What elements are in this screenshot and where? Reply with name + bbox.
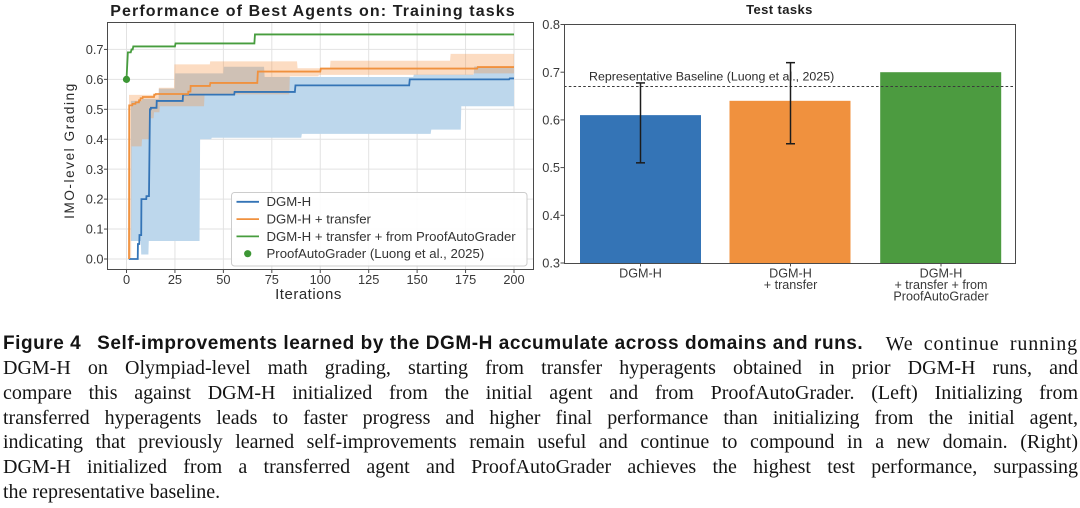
svg-text:0.2: 0.2 bbox=[86, 192, 104, 207]
svg-text:200: 200 bbox=[503, 272, 524, 287]
svg-text:DGM-H: DGM-H bbox=[267, 194, 312, 209]
svg-text:ProofAutoGrader: ProofAutoGrader bbox=[893, 290, 988, 304]
svg-text:Test tasks: Test tasks bbox=[746, 2, 813, 17]
svg-text:0.6: 0.6 bbox=[542, 113, 560, 128]
svg-text:0.1: 0.1 bbox=[86, 222, 104, 237]
svg-text:DGM-H + transfer: DGM-H + transfer bbox=[267, 212, 372, 227]
svg-text:125: 125 bbox=[358, 272, 379, 287]
svg-text:ProofAutoGrader (Luong et al.,: ProofAutoGrader (Luong et al., 2025) bbox=[267, 246, 485, 261]
svg-text:+ transfer: + transfer bbox=[764, 278, 818, 292]
svg-text:0.8: 0.8 bbox=[542, 17, 560, 32]
svg-text:0.4: 0.4 bbox=[542, 208, 560, 223]
svg-text:IMO-level Grading: IMO-level Grading bbox=[62, 82, 77, 219]
svg-text:0.0: 0.0 bbox=[86, 252, 104, 267]
svg-text:Performance of Best Agents on:: Performance of Best Agents on: Training … bbox=[110, 3, 515, 20]
svg-text:0.7: 0.7 bbox=[86, 42, 104, 57]
svg-text:0.4: 0.4 bbox=[86, 132, 104, 147]
svg-text:0.7: 0.7 bbox=[542, 65, 560, 80]
svg-text:DGM-H: DGM-H bbox=[619, 266, 662, 280]
svg-text:0.5: 0.5 bbox=[86, 102, 104, 117]
svg-text:0.5: 0.5 bbox=[542, 160, 560, 175]
svg-text:25: 25 bbox=[168, 272, 182, 287]
svg-text:0.6: 0.6 bbox=[86, 72, 104, 87]
svg-text:75: 75 bbox=[265, 272, 279, 287]
svg-text:Representative Baseline (Luong: Representative Baseline (Luong et al., 2… bbox=[589, 70, 834, 84]
svg-text:0.3: 0.3 bbox=[542, 256, 560, 271]
svg-text:0.3: 0.3 bbox=[86, 162, 104, 177]
svg-text:100: 100 bbox=[310, 272, 331, 287]
svg-text:DGM-H: DGM-H bbox=[920, 266, 963, 280]
svg-text:175: 175 bbox=[455, 272, 476, 287]
svg-text:0: 0 bbox=[123, 272, 130, 287]
svg-text:DGM-H: DGM-H bbox=[769, 266, 812, 280]
svg-text:+ transfer + from: + transfer + from bbox=[894, 278, 987, 292]
svg-text:Iterations: Iterations bbox=[275, 286, 342, 303]
svg-text:50: 50 bbox=[216, 272, 230, 287]
svg-text:DGM-H + transfer + from ProofA: DGM-H + transfer + from ProofAutoGrader bbox=[267, 229, 517, 244]
svg-text:150: 150 bbox=[406, 272, 427, 287]
